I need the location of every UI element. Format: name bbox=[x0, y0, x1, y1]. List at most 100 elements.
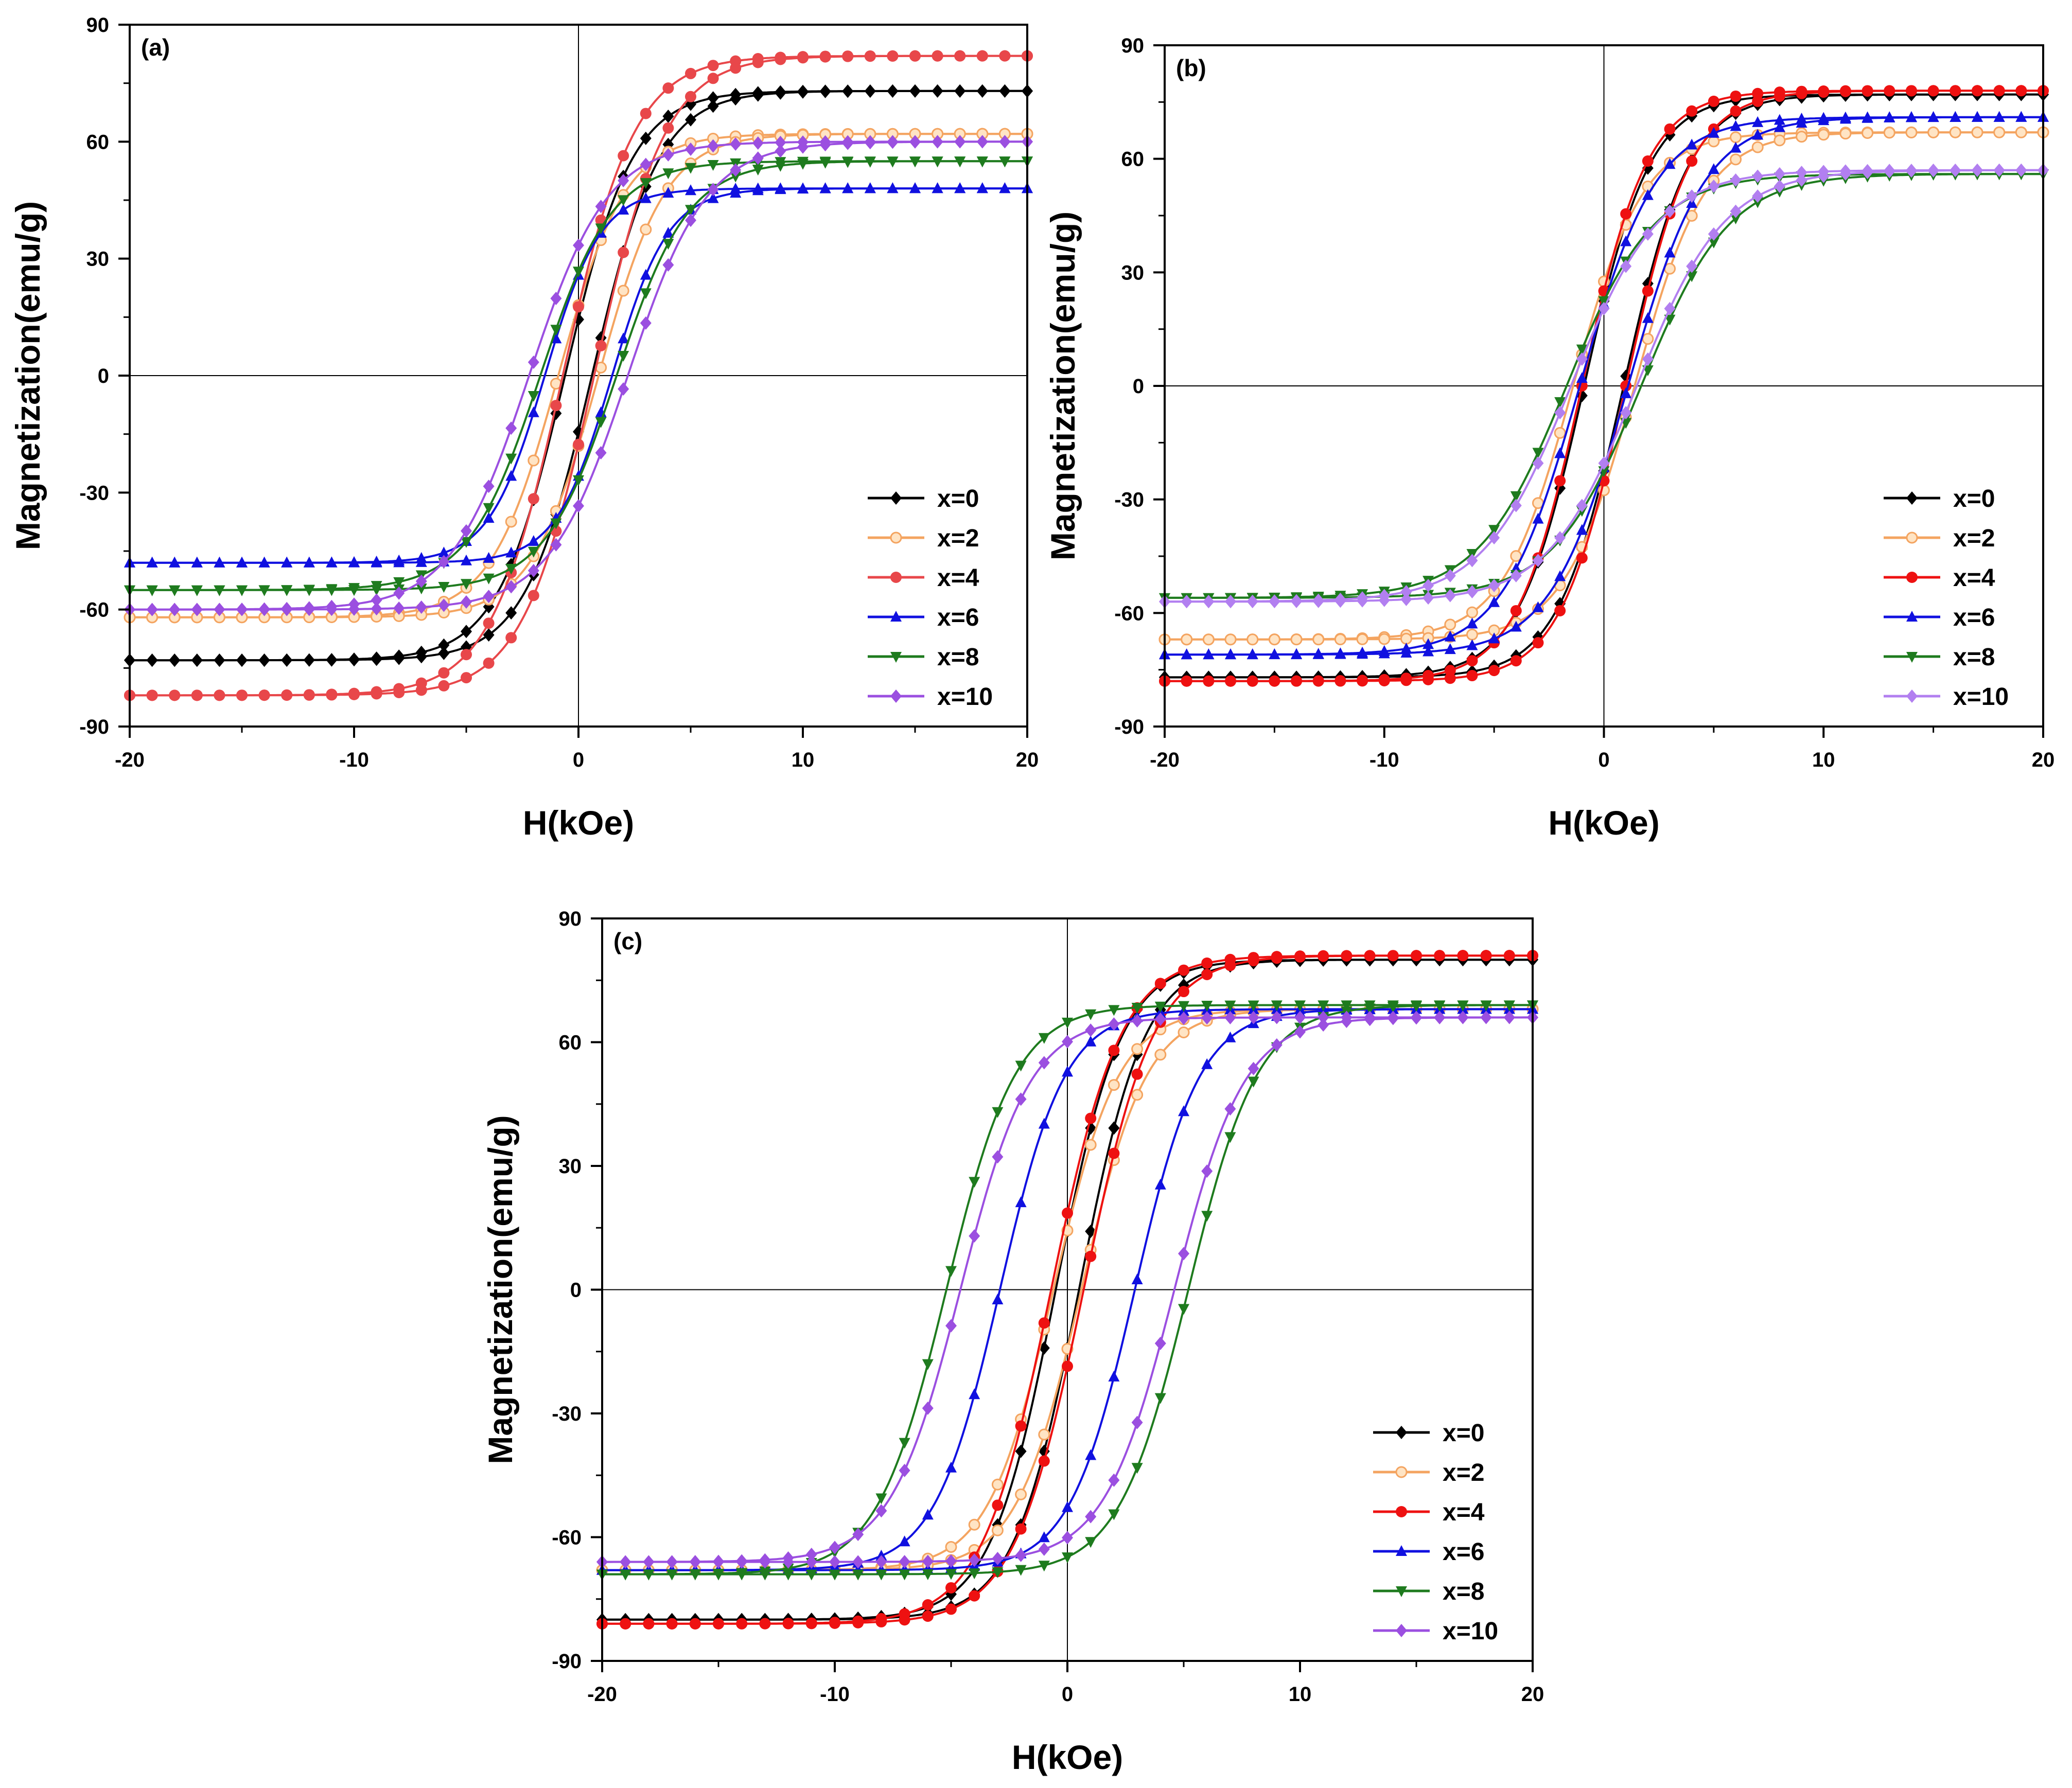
x-tick-label: 10 bbox=[792, 749, 815, 771]
data-point bbox=[932, 50, 943, 62]
data-point bbox=[1686, 271, 1698, 282]
data-point bbox=[1862, 85, 1873, 97]
data-point bbox=[618, 173, 629, 187]
data-point bbox=[992, 1150, 1004, 1164]
data-point bbox=[461, 595, 472, 609]
data-point bbox=[819, 51, 831, 63]
data-point bbox=[932, 135, 943, 149]
data-point bbox=[932, 84, 943, 98]
data-point bbox=[371, 585, 382, 596]
panel-c-chart: -20 -10 0 10 20 -90 -60 -30 0 30 60 90 H(kOe) Magneti… bbox=[481, 908, 1544, 1776]
data-point bbox=[922, 1401, 934, 1415]
data-point bbox=[640, 192, 652, 203]
legend-entry-label: x=2 bbox=[1443, 1459, 1484, 1486]
data-point bbox=[1950, 111, 1961, 122]
data-point bbox=[348, 556, 360, 568]
legend-entry-label: x=2 bbox=[937, 525, 979, 552]
data-point bbox=[707, 91, 719, 105]
data-point bbox=[1993, 85, 2005, 97]
data-point bbox=[550, 538, 562, 552]
data-point bbox=[1378, 593, 1390, 607]
data-point bbox=[662, 110, 674, 123]
data-point bbox=[805, 1547, 817, 1561]
data-point bbox=[415, 650, 427, 664]
panel-b-chart: -20 -10 0 10 20 -90 -60 -30 0 30 60 90 H(kOe) Magneti… bbox=[1044, 34, 2055, 842]
data-point bbox=[685, 205, 696, 216]
data-point bbox=[954, 50, 966, 62]
data-point bbox=[415, 556, 427, 567]
data-point bbox=[1818, 114, 1830, 126]
data-point bbox=[954, 182, 966, 193]
data-point bbox=[1423, 674, 1434, 685]
legend-marker bbox=[1395, 1466, 1408, 1478]
data-point bbox=[992, 1293, 1004, 1304]
legend-marker bbox=[890, 572, 902, 583]
x-tick-label: -10 bbox=[339, 749, 369, 771]
data-point bbox=[1642, 285, 1654, 297]
data-point bbox=[1108, 1121, 1120, 1135]
data-point bbox=[945, 1603, 957, 1615]
data-point bbox=[371, 688, 382, 700]
data-point bbox=[1131, 1003, 1143, 1014]
y-tick-label: 60 bbox=[86, 131, 110, 153]
data-point bbox=[1532, 637, 1544, 649]
data-point bbox=[393, 556, 405, 568]
data-point bbox=[1378, 633, 1391, 645]
legend-marker bbox=[1906, 532, 1918, 544]
data-point bbox=[281, 556, 293, 568]
data-point bbox=[438, 680, 450, 692]
data-point bbox=[1334, 675, 1346, 687]
legend-marker bbox=[1396, 1426, 1407, 1439]
data-point bbox=[1576, 344, 1588, 356]
data-point bbox=[1271, 952, 1283, 964]
data-point bbox=[1290, 633, 1303, 646]
data-point bbox=[1400, 647, 1412, 658]
data-point bbox=[1686, 138, 1698, 150]
data-point bbox=[483, 617, 495, 629]
data-point bbox=[326, 585, 338, 596]
data-point bbox=[483, 628, 495, 642]
data-point bbox=[620, 1555, 631, 1569]
legend-entry-label: x=6 bbox=[1953, 604, 1995, 631]
data-point bbox=[1294, 951, 1306, 963]
data-point bbox=[730, 62, 742, 74]
data-point bbox=[969, 1590, 980, 1602]
series-x=4 bbox=[1159, 85, 2049, 687]
data-point bbox=[662, 239, 674, 250]
data-point bbox=[1246, 595, 1258, 609]
data-point bbox=[643, 1618, 655, 1630]
data-point bbox=[1201, 957, 1213, 969]
data-point bbox=[852, 1569, 864, 1581]
data-point bbox=[1488, 632, 1500, 644]
data-point bbox=[1642, 189, 1654, 200]
data-point bbox=[1062, 1531, 1073, 1545]
data-point bbox=[922, 1509, 934, 1520]
y-tick-label: 60 bbox=[1121, 148, 1145, 171]
data-point bbox=[1423, 645, 1434, 657]
data-point bbox=[461, 554, 472, 565]
data-point bbox=[1576, 552, 1588, 564]
data-point bbox=[1085, 1023, 1097, 1037]
data-point bbox=[1131, 1043, 1144, 1055]
data-point bbox=[782, 1618, 794, 1630]
data-point bbox=[1312, 633, 1325, 646]
data-point bbox=[1154, 1336, 1166, 1350]
data-point bbox=[1774, 167, 1785, 181]
data-point bbox=[1038, 1118, 1050, 1129]
data-point bbox=[505, 546, 517, 558]
data-point bbox=[550, 325, 562, 336]
data-point bbox=[1423, 591, 1434, 605]
data-point bbox=[752, 165, 764, 176]
y-tick-label: -90 bbox=[79, 716, 109, 738]
data-point bbox=[1950, 85, 1961, 97]
data-point bbox=[438, 667, 450, 679]
data-point bbox=[730, 187, 742, 198]
data-point bbox=[303, 556, 315, 568]
data-point bbox=[640, 178, 652, 189]
data-point bbox=[685, 163, 696, 174]
data-point bbox=[1510, 550, 1522, 562]
legend-marker bbox=[890, 532, 902, 544]
data-point bbox=[1708, 163, 1719, 174]
x-tick-label: -20 bbox=[115, 749, 145, 771]
data-point bbox=[528, 454, 540, 467]
